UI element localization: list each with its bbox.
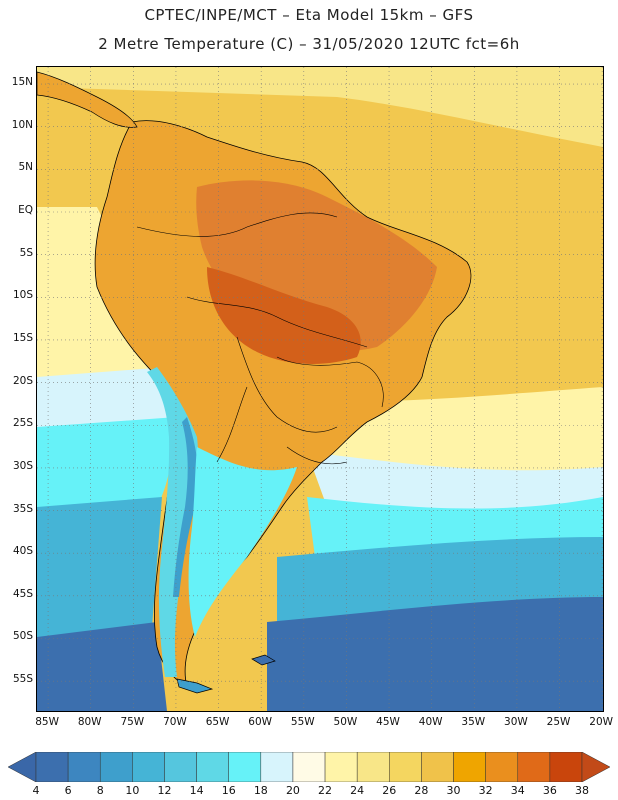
- lat-tick-label: EQ: [18, 204, 33, 216]
- colorbar-box: [228, 752, 262, 782]
- lat-tick-label: 10N: [11, 118, 33, 131]
- colorbar-box: [67, 752, 101, 782]
- lon-tick-label: 75W: [120, 716, 145, 728]
- colorbar-box: [421, 752, 454, 782]
- colorbar-high-arrow: [581, 752, 610, 782]
- colorbar-level-label: 28: [414, 784, 429, 797]
- lat-tick-label: 5N: [18, 161, 33, 174]
- colorbar-level-label: 6: [64, 784, 72, 797]
- ocean-polar-band: [37, 597, 603, 711]
- temperature-colorbar: [8, 752, 610, 782]
- colorbar-box: [517, 752, 551, 782]
- colorbar-box: [324, 752, 358, 782]
- colorbar-level-label: 36: [542, 784, 557, 797]
- ocean-cool-band: [37, 417, 603, 572]
- lat-tick-label: 50S: [12, 630, 33, 643]
- colorbar-level-label: 4: [32, 784, 40, 797]
- colorbar-level-label: 10: [125, 784, 140, 797]
- lat-tick-label: 30S: [12, 459, 33, 472]
- lon-tick-label: 80W: [77, 716, 102, 728]
- colorbar-level-label: 16: [221, 784, 236, 797]
- lon-tick-label: 25W: [546, 716, 571, 728]
- colorbar-box: [292, 752, 326, 782]
- colorbar-box: [99, 752, 133, 782]
- colorbar-level-label: 12: [157, 784, 172, 797]
- lat-tick-label: 10S: [12, 289, 33, 302]
- lat-tick-label: 15N: [11, 76, 33, 89]
- lon-tick-label: 20W: [589, 716, 614, 728]
- colorbar-level-label: 32: [478, 784, 493, 797]
- andes-mild-strip: [147, 367, 199, 677]
- lat-tick-label: 15S: [12, 331, 33, 344]
- lat-tick-label: 35S: [12, 502, 33, 515]
- map-title-line2: 2 Metre Temperature (C) – 31/05/2020 12U…: [98, 35, 520, 53]
- colorbar-level-label: 26: [382, 784, 397, 797]
- colorbar-box: [132, 752, 165, 782]
- lat-tick-label: 40S: [12, 545, 33, 558]
- colorbar-level-label: 14: [189, 784, 204, 797]
- lon-tick-label: 45W: [376, 716, 400, 728]
- lat-tick-label: 5S: [19, 246, 33, 259]
- colorbar-level-label: 18: [253, 784, 268, 797]
- ocean-subtropical-band: [37, 367, 603, 518]
- colorbar-level-label: 22: [318, 784, 333, 797]
- colorbar-box: [196, 752, 229, 782]
- map-title-line1: CPTEC/INPE/MCT – Eta Model 15km – GFS: [144, 6, 474, 24]
- southern-cone-cool: [188, 447, 297, 637]
- colorbar-level-label: 30: [446, 784, 461, 797]
- lon-tick-label: 40W: [418, 716, 443, 728]
- colorbar-level-label: 24: [350, 784, 365, 797]
- colorbar-box: [164, 752, 197, 782]
- lon-tick-label: 35W: [461, 716, 486, 728]
- lon-tick-label: 50W: [333, 716, 358, 728]
- colorbar-box: [389, 752, 422, 782]
- colorbar-box: [485, 752, 519, 782]
- lon-tick-label: 55W: [290, 716, 315, 728]
- colorbar-level-label: 38: [575, 784, 589, 797]
- lat-tick-label: 45S: [12, 587, 33, 600]
- colorbar-box: [549, 752, 583, 782]
- andes-cold-strip: [173, 417, 199, 597]
- graticule: [37, 67, 603, 711]
- temperature-map[interactable]: [36, 66, 604, 712]
- lon-tick-label: 30W: [504, 716, 528, 728]
- lat-tick-label: 20S: [12, 374, 33, 387]
- colorbar-low-arrow: [8, 752, 37, 782]
- ocean-warm-band: [37, 67, 603, 147]
- country-borders: [136, 212, 384, 465]
- colorbar-box: [260, 752, 294, 782]
- colorbar-level-label: 20: [285, 784, 300, 797]
- lon-tick-label: 85W: [35, 716, 59, 728]
- tierra-del-fuego: [176, 678, 214, 694]
- colorbar-box: [453, 752, 486, 782]
- falkland-islands: [251, 654, 276, 666]
- lon-tick-label: 60W: [248, 716, 273, 728]
- colorbar-level-label: 34: [510, 784, 525, 797]
- lon-tick-label: 65W: [205, 716, 230, 728]
- lon-tick-label: 70W: [163, 716, 187, 728]
- colorbar-box: [356, 752, 390, 782]
- colorbar-level-label: 8: [96, 784, 104, 797]
- colorbar-box: [35, 752, 69, 782]
- lat-tick-label: 25S: [12, 417, 33, 430]
- lat-tick-label: 55S: [12, 673, 33, 686]
